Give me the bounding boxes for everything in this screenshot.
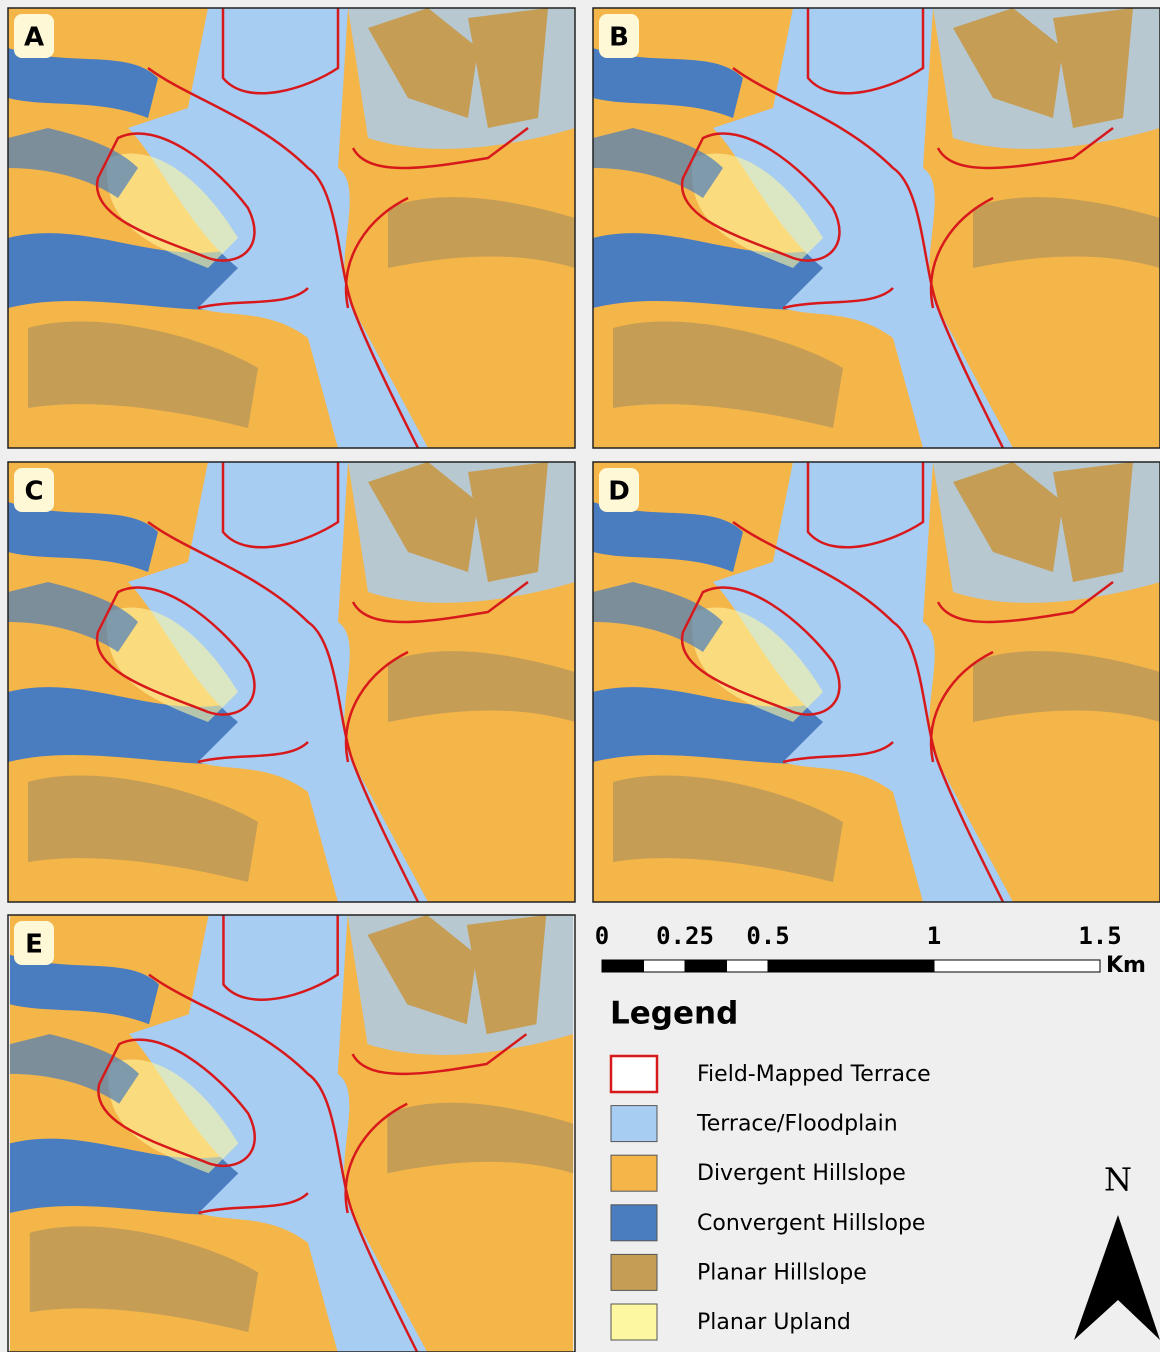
map-panel: B [593, 8, 1160, 448]
scale-tick-label: 0.25 [656, 922, 714, 950]
scale-tick-label: 0 [595, 922, 609, 950]
panel-label: C [24, 477, 43, 507]
legend-swatch [611, 1106, 657, 1142]
map-image [593, 462, 1160, 902]
legend-title: Legend [610, 996, 738, 1032]
map-panel: A [8, 8, 575, 448]
legend-swatch [611, 1304, 657, 1340]
scale-tick-label: 1 [927, 922, 941, 950]
scale-segment [727, 960, 769, 972]
legend-label: Planar Hillslope [697, 1260, 867, 1285]
scale-unit: Km [1106, 953, 1146, 978]
legend-swatch [611, 1056, 657, 1092]
legend-label: Planar Upland [697, 1310, 851, 1335]
map-image [593, 8, 1160, 448]
panel-label: B [609, 23, 629, 53]
legend-label: Terrace/Floodplain [696, 1112, 898, 1137]
scale-tick-label: 0.5 [746, 922, 789, 950]
map-panel: D [593, 462, 1160, 902]
legend-label: Divergent Hillslope [697, 1161, 906, 1186]
scale-segment [644, 960, 686, 972]
map-image [8, 8, 575, 448]
map-image [10, 915, 573, 1352]
map-panel: C [8, 462, 575, 902]
scale-segment [768, 960, 934, 972]
map-image [8, 462, 575, 902]
scale-segment [934, 960, 1100, 972]
north-label: N [1104, 1161, 1132, 1199]
legend-swatch [611, 1155, 657, 1191]
north-arrow [1074, 1215, 1160, 1340]
scale-tick-label: 1.5 [1078, 922, 1121, 950]
legend-swatch [611, 1254, 657, 1290]
legend-label: Field-Mapped Terrace [697, 1062, 931, 1087]
map-panel: E [8, 915, 575, 1352]
figure-canvas: A B C D E 0 0.25 0.5 1 1.5 Km Legend Field-Mapped … [0, 0, 1160, 1352]
panel-label: D [608, 477, 630, 507]
scale-segment [602, 960, 644, 972]
panel-label: A [24, 23, 44, 53]
legend-label: Convergent Hillslope [697, 1211, 925, 1236]
legend-swatch [611, 1205, 657, 1241]
figure: A B C D E 0 0.25 0.5 1 1.5 Km Legend Field-Mapped … [0, 0, 1160, 1352]
scale-segment [685, 960, 727, 972]
panel-label: E [25, 930, 43, 960]
